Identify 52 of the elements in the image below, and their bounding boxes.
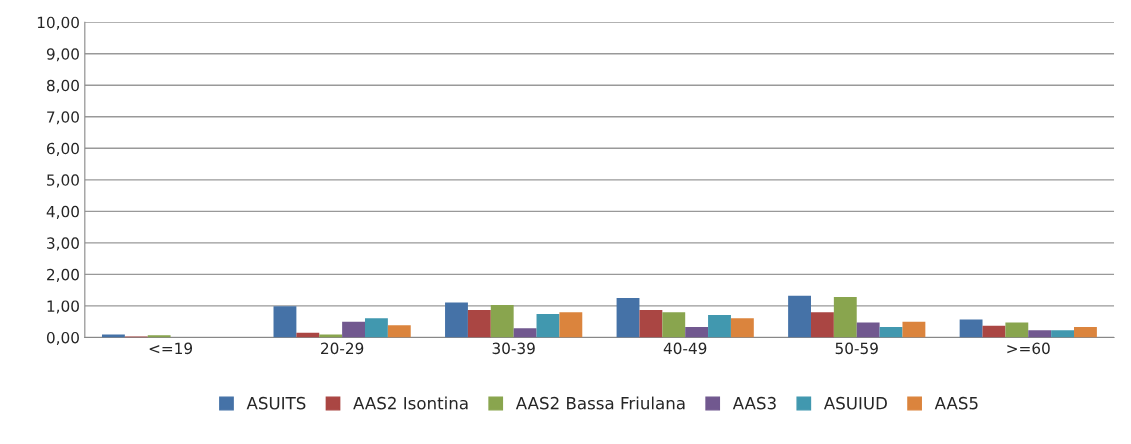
y-tick-label: 3,00 <box>47 237 79 251</box>
bar <box>902 321 926 338</box>
x-tick-label: <=19 <box>149 342 193 355</box>
y-tick-label: 0,00 <box>46 331 79 346</box>
bar <box>513 328 537 338</box>
bar <box>788 295 811 338</box>
legend-label: AAS2 Isontina <box>353 396 468 410</box>
bar <box>273 306 297 338</box>
legend-label: AAS3 <box>732 396 776 410</box>
bar <box>810 312 834 338</box>
x-tick-label: >=60 <box>1007 342 1050 355</box>
x-tick-label: 20-29 <box>321 342 364 355</box>
legend-label: ASUITS <box>246 396 306 410</box>
bar <box>1028 330 1052 338</box>
bar <box>639 310 663 338</box>
bar <box>342 321 365 338</box>
y-tick-label: 4,00 <box>46 205 79 219</box>
y-tick-label: 2,00 <box>47 268 79 282</box>
x-tick-label: 40-49 <box>663 342 707 355</box>
y-tick-label: 8,00 <box>46 79 79 93</box>
legend-label: ASUIUD <box>823 396 887 410</box>
bar <box>1051 330 1075 338</box>
y-tick-label: 5,00 <box>47 174 79 188</box>
y-tick-label: 10,00 <box>37 16 79 30</box>
x-tick-label: 30-39 <box>492 342 535 355</box>
bar <box>616 298 640 338</box>
bar <box>685 327 709 338</box>
bar <box>1074 327 1097 338</box>
bar <box>833 297 857 338</box>
bar <box>708 315 731 338</box>
bar <box>662 312 686 338</box>
bar <box>959 319 983 338</box>
bar <box>536 314 560 338</box>
bar <box>147 335 171 338</box>
bar <box>856 322 880 338</box>
bar <box>365 318 388 338</box>
bar <box>879 327 903 338</box>
bar <box>387 325 411 338</box>
y-tick-label: 7,00 <box>47 111 79 125</box>
y-tick-label: 6,00 <box>47 142 79 156</box>
bar <box>559 312 583 338</box>
bar <box>467 310 491 338</box>
bar <box>982 325 1006 338</box>
bar <box>730 318 754 338</box>
y-tick-label: 1,00 <box>47 300 79 314</box>
x-tick-label: 50-59 <box>835 342 878 355</box>
y-tick-label: 9,00 <box>46 48 79 62</box>
legend-label: AAS2 Bassa Friulana <box>515 396 685 410</box>
bar <box>490 304 514 338</box>
bar <box>445 302 468 338</box>
legend-label: AAS5 <box>934 396 978 410</box>
bar <box>1005 322 1029 338</box>
